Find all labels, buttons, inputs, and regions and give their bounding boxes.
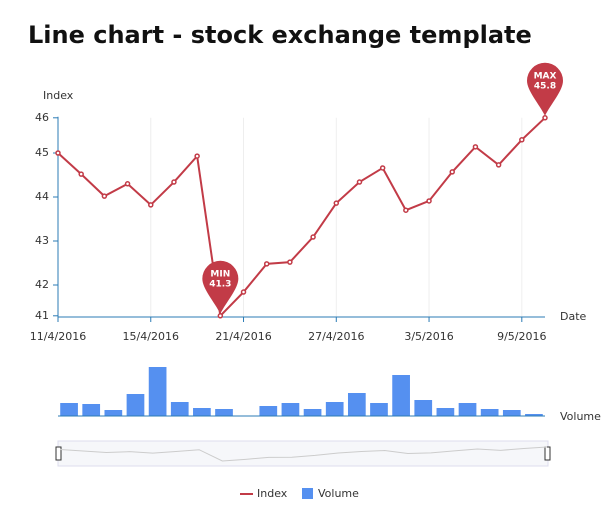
y-tick-label: 42 [35, 278, 49, 291]
point [194, 153, 200, 159]
marker-value: 45.8 [534, 81, 556, 91]
legend-swatch [302, 488, 313, 499]
marker-label: MIN [210, 269, 230, 279]
y-tick-label: 43 [35, 234, 49, 247]
bar [82, 404, 101, 416]
point [356, 179, 363, 185]
legend-label[interactable]: Volume [318, 487, 359, 500]
y-tick-label: 41 [35, 309, 49, 322]
point [101, 193, 108, 199]
x-tick-label: 3/5/2016 [404, 330, 453, 343]
y-tick-label: 46 [35, 111, 49, 124]
zoom-handle[interactable] [544, 446, 551, 461]
point [171, 179, 177, 185]
point [449, 169, 455, 175]
zoom-handle[interactable] [55, 446, 62, 461]
point [240, 289, 247, 295]
bar [525, 414, 543, 416]
bar [148, 367, 167, 416]
bar [281, 403, 300, 416]
volume-axis-label: Volume [560, 410, 601, 423]
bar [502, 410, 521, 416]
x-tick-label: 21/4/2016 [215, 330, 271, 343]
bar [215, 409, 233, 416]
point [333, 200, 340, 206]
marker-pin [527, 62, 563, 116]
point [55, 150, 61, 156]
marker-label: MAX [534, 71, 557, 81]
point [519, 137, 525, 143]
zoom-preview [59, 446, 548, 462]
bar [193, 408, 211, 416]
bar [170, 402, 189, 416]
point [379, 165, 386, 171]
bar [325, 402, 344, 416]
bar [480, 409, 499, 416]
bar [303, 409, 322, 416]
marker-value: 41.3 [209, 279, 231, 289]
point [217, 313, 224, 319]
bar [126, 394, 145, 416]
point [310, 234, 316, 240]
line [57, 117, 546, 318]
point [426, 198, 432, 204]
point [472, 144, 479, 150]
x-tick-label: 9/5/2016 [497, 330, 546, 343]
x-tick-label: 15/4/2016 [123, 330, 179, 343]
x-axis-label: Date [560, 310, 587, 323]
bar [259, 406, 278, 416]
bar [392, 375, 410, 416]
point [78, 171, 84, 177]
bar [436, 408, 455, 416]
bar [104, 410, 123, 416]
chart-title: Line chart - stock exchange template [28, 21, 532, 49]
y-tick-label: 44 [35, 190, 49, 203]
point [148, 202, 154, 208]
marker-pin [202, 260, 239, 314]
bar [60, 403, 78, 416]
bar [414, 400, 433, 416]
x-tick-label: 11/4/2016 [30, 330, 86, 343]
bar [458, 403, 477, 416]
point [287, 259, 293, 265]
legend-label[interactable]: Index [257, 487, 288, 500]
zoom-slider[interactable] [57, 440, 549, 467]
y-axis-label: Index [43, 89, 74, 102]
point [495, 162, 502, 168]
bar [347, 393, 366, 416]
y-tick-label: 45 [35, 146, 49, 159]
bar [370, 403, 388, 416]
point [263, 261, 270, 267]
point [124, 181, 131, 187]
x-tick-label: 27/4/2016 [308, 330, 364, 343]
point [403, 207, 409, 213]
point [542, 115, 548, 121]
